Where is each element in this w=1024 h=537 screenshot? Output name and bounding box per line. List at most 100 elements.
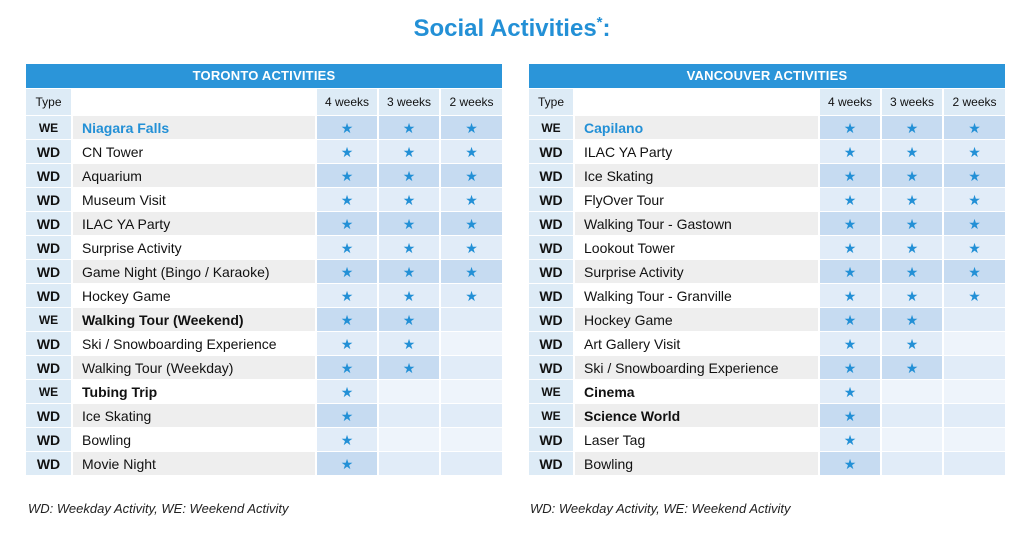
two-weeks-cell: ★ bbox=[942, 115, 1005, 140]
star-icon: ★ bbox=[340, 143, 354, 160]
table-row: WE Capilano ★ ★ ★ bbox=[529, 115, 1005, 140]
activity-name-cell: Hockey Game bbox=[573, 307, 819, 332]
activity-name-cell: Museum Visit bbox=[71, 187, 316, 212]
four-weeks-cell: ★ bbox=[818, 355, 881, 380]
three-weeks-cell bbox=[377, 451, 440, 475]
star-icon: ★ bbox=[843, 311, 857, 328]
four-weeks-cell: ★ bbox=[818, 139, 881, 164]
two-weeks-cell: ★ bbox=[439, 163, 502, 188]
table-header-row: Type 4 weeks 3 weeks 2 weeks bbox=[26, 88, 502, 116]
activity-type-cell: WD bbox=[529, 283, 574, 308]
four-weeks-cell: ★ bbox=[818, 403, 881, 428]
star-icon: ★ bbox=[340, 239, 354, 256]
star-icon: ★ bbox=[340, 215, 354, 232]
four-weeks-cell: ★ bbox=[315, 331, 378, 356]
star-icon: ★ bbox=[968, 167, 981, 184]
three-weeks-cell: ★ bbox=[880, 211, 943, 236]
star-icon: ★ bbox=[843, 431, 857, 448]
two-weeks-cell bbox=[439, 451, 502, 475]
activity-type-cell: WD bbox=[26, 139, 72, 164]
two-weeks-cell: ★ bbox=[942, 139, 1005, 164]
star-icon: ★ bbox=[843, 455, 857, 472]
activity-type-cell: WE bbox=[529, 115, 574, 140]
table-row: WD Ski / Snowboarding Experience ★ ★ bbox=[26, 331, 502, 356]
activity-name-cell: Bowling bbox=[71, 427, 316, 452]
activity-type-cell: WD bbox=[529, 331, 574, 356]
three-weeks-cell: ★ bbox=[377, 139, 440, 164]
star-icon: ★ bbox=[905, 167, 919, 184]
activity-name-cell: Walking Tour - Gastown bbox=[573, 211, 819, 236]
two-weeks-cell: ★ bbox=[439, 187, 502, 212]
star-icon: ★ bbox=[905, 239, 919, 256]
two-weeks-cell bbox=[439, 379, 502, 404]
star-icon: ★ bbox=[340, 407, 354, 424]
star-icon: ★ bbox=[905, 143, 919, 160]
table-row: WD Hockey Game ★ ★ bbox=[529, 307, 1005, 332]
star-icon: ★ bbox=[905, 215, 919, 232]
star-icon: ★ bbox=[402, 167, 416, 184]
four-weeks-cell: ★ bbox=[818, 331, 881, 356]
star-icon: ★ bbox=[402, 263, 416, 280]
star-icon: ★ bbox=[340, 359, 354, 376]
three-weeks-cell: ★ bbox=[377, 331, 440, 356]
three-weeks-cell: ★ bbox=[377, 307, 440, 332]
activity-name-cell: CN Tower bbox=[71, 139, 316, 164]
three-weeks-cell: ★ bbox=[880, 187, 943, 212]
star-icon: ★ bbox=[402, 191, 416, 208]
two-weeks-cell: ★ bbox=[439, 235, 502, 260]
activity-name-cell: Movie Night bbox=[71, 451, 316, 475]
three-weeks-cell bbox=[377, 403, 440, 428]
table-row: WE Science World ★ bbox=[529, 403, 1005, 428]
activity-name-cell: Game Night (Bingo / Karaoke) bbox=[71, 259, 316, 284]
activity-type-cell: WD bbox=[26, 451, 72, 475]
star-icon: ★ bbox=[402, 335, 416, 352]
four-weeks-cell: ★ bbox=[315, 283, 378, 308]
activity-name-cell: ILAC YA Party bbox=[573, 139, 819, 164]
four-weeks-cell: ★ bbox=[818, 259, 881, 284]
activity-name-cell: Surprise Activity bbox=[573, 259, 819, 284]
four-weeks-cell: ★ bbox=[818, 211, 881, 236]
four-weeks-cell: ★ bbox=[315, 379, 378, 404]
star-icon: ★ bbox=[465, 215, 478, 232]
four-weeks-cell: ★ bbox=[315, 139, 378, 164]
activity-name-cell: Ice Skating bbox=[71, 403, 316, 428]
four-weeks-cell: ★ bbox=[315, 355, 378, 380]
title-asterisk: * bbox=[596, 14, 603, 31]
two-weeks-cell bbox=[439, 403, 502, 428]
star-icon: ★ bbox=[340, 431, 354, 448]
activity-type-cell: WD bbox=[529, 307, 574, 332]
three-weeks-cell: ★ bbox=[377, 283, 440, 308]
two-weeks-column-header: 2 weeks bbox=[439, 88, 502, 116]
table-row: WD Art Gallery Visit ★ ★ bbox=[529, 331, 1005, 356]
vancouver-table: Type 4 weeks 3 weeks 2 weeks WE Capilano ★… bbox=[529, 88, 1005, 475]
star-icon: ★ bbox=[968, 263, 981, 280]
star-icon: ★ bbox=[465, 263, 478, 280]
three-weeks-column-header: 3 weeks bbox=[377, 88, 440, 116]
toronto-panel: TORONTO ACTIVITIES Type 4 weeks 3 weeks … bbox=[26, 64, 502, 475]
star-icon: ★ bbox=[465, 119, 478, 136]
four-weeks-cell: ★ bbox=[315, 307, 378, 332]
page-title: Social Activities*: bbox=[0, 14, 1024, 43]
three-weeks-cell bbox=[880, 403, 943, 428]
table-header-row: Type 4 weeks 3 weeks 2 weeks bbox=[529, 88, 1005, 116]
activity-name-cell: Walking Tour (Weekday) bbox=[71, 355, 316, 380]
star-icon: ★ bbox=[968, 239, 981, 256]
activity-name-cell: FlyOver Tour bbox=[573, 187, 819, 212]
star-icon: ★ bbox=[968, 119, 981, 136]
two-weeks-cell: ★ bbox=[942, 211, 1005, 236]
three-weeks-cell: ★ bbox=[880, 259, 943, 284]
star-icon: ★ bbox=[905, 359, 919, 376]
star-icon: ★ bbox=[843, 191, 857, 208]
four-weeks-cell: ★ bbox=[818, 235, 881, 260]
four-weeks-column-header: 4 weeks bbox=[315, 88, 378, 116]
three-weeks-cell: ★ bbox=[880, 139, 943, 164]
star-icon: ★ bbox=[905, 119, 919, 136]
activity-type-cell: WD bbox=[529, 187, 574, 212]
table-row: WD Surprise Activity ★ ★ ★ bbox=[529, 259, 1005, 284]
star-icon: ★ bbox=[402, 215, 416, 232]
table-row: WD Lookout Tower ★ ★ ★ bbox=[529, 235, 1005, 260]
activity-name-cell: Hockey Game bbox=[71, 283, 316, 308]
table-row: WD Museum Visit ★ ★ ★ bbox=[26, 187, 502, 212]
three-weeks-cell bbox=[377, 427, 440, 452]
star-icon: ★ bbox=[968, 143, 981, 160]
